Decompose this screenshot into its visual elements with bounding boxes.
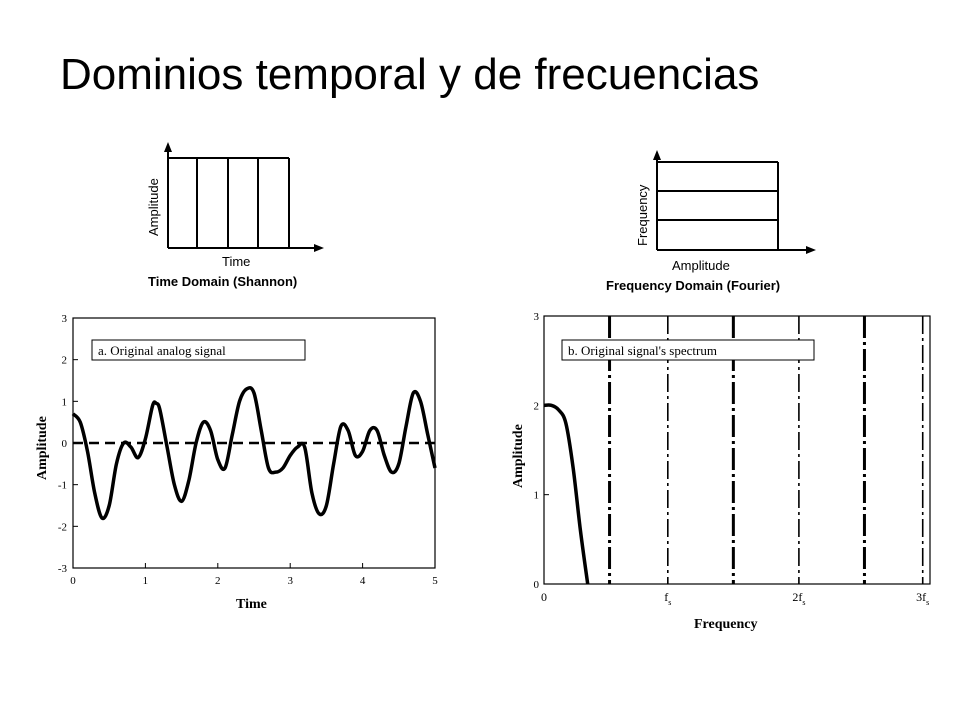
page-title: Dominios temporal y de frecuencias	[60, 50, 760, 99]
chart-a-x-tick-label: 0	[70, 575, 76, 587]
time-y-arrowhead	[164, 142, 172, 152]
chart-b-frame	[543, 315, 931, 585]
freq-x-label: Amplitude	[672, 258, 730, 273]
chart-a-y-tick-label: 0	[62, 438, 68, 450]
chart-a-ylabel: Amplitude	[35, 416, 50, 480]
chart-a-x-tick-label: 1	[143, 575, 149, 587]
chart-b-title: b. Original signal's spectrum	[568, 343, 717, 358]
chart-a-xlabel: Time	[236, 597, 267, 612]
chart-b-y-tick-label: 2	[534, 400, 540, 412]
time-x-label: Time	[222, 254, 250, 269]
chart-a-title: a. Original analog signal	[98, 343, 226, 358]
chart-a-x-tick-label: 2	[215, 575, 221, 587]
time-domain-schematic: Amplitude Time Time Domain (Shannon)	[146, 142, 324, 289]
time-y-label: Amplitude	[146, 178, 161, 236]
freq-domain-caption: Frequency Domain (Fourier)	[606, 278, 780, 293]
freq-y-arrowhead	[653, 150, 661, 160]
chart-a-x-tick-label: 3	[287, 575, 293, 587]
chart-b-y-tick-label: 1	[534, 490, 540, 502]
chart-a-y-tick-label: 1	[62, 396, 68, 408]
chart-a-x-tick-label: 5	[432, 575, 438, 587]
chart-b-title-box	[561, 339, 815, 361]
chart-b-x-tick-label: 0	[541, 590, 547, 604]
chart-a-signal-line	[71, 385, 437, 521]
time-x-arrowhead	[314, 244, 324, 252]
chart-b-x-tick-label: 2fs	[792, 590, 805, 607]
chart-a-y-tick-label: -1	[58, 480, 67, 492]
chart-a-y-tick-label: 2	[62, 355, 68, 367]
chart-analog-signal: 0 1 2 3 4 5 3 2 1 0 -1 -2 -3 a. Original analog sign…	[35, 313, 438, 612]
chart-b-ylabel: Amplitude	[511, 424, 526, 488]
chart-a-x-tick-label: 4	[360, 575, 366, 587]
chart-b-xlabel: Frequency	[694, 617, 758, 632]
chart-a-title-box	[91, 339, 306, 361]
freq-y-label: Frequency	[635, 184, 650, 246]
chart-b-y-tick-label: 3	[534, 311, 540, 323]
chart-b-x-tick-label: 3fs	[916, 590, 929, 607]
chart-a-y-tick-label: -2	[58, 521, 67, 533]
chart-signal-spectrum: 0 fs 2fs 3fs 3 2 1 0 b. Original signal's spect…	[511, 311, 931, 632]
chart-a-y-tick-label: 3	[62, 313, 68, 325]
chart-a-y-tick-label: -3	[58, 563, 68, 575]
chart-b-y-tick-label: 0	[534, 579, 540, 591]
chart-b-x-tick-label: fs	[664, 590, 671, 607]
freq-x-arrowhead	[806, 246, 816, 254]
chart-b-spectrum-line	[543, 403, 590, 585]
time-domain-caption: Time Domain (Shannon)	[148, 274, 297, 289]
frequency-domain-schematic: Frequency Amplitude Frequency Domain (Fo…	[606, 150, 816, 293]
